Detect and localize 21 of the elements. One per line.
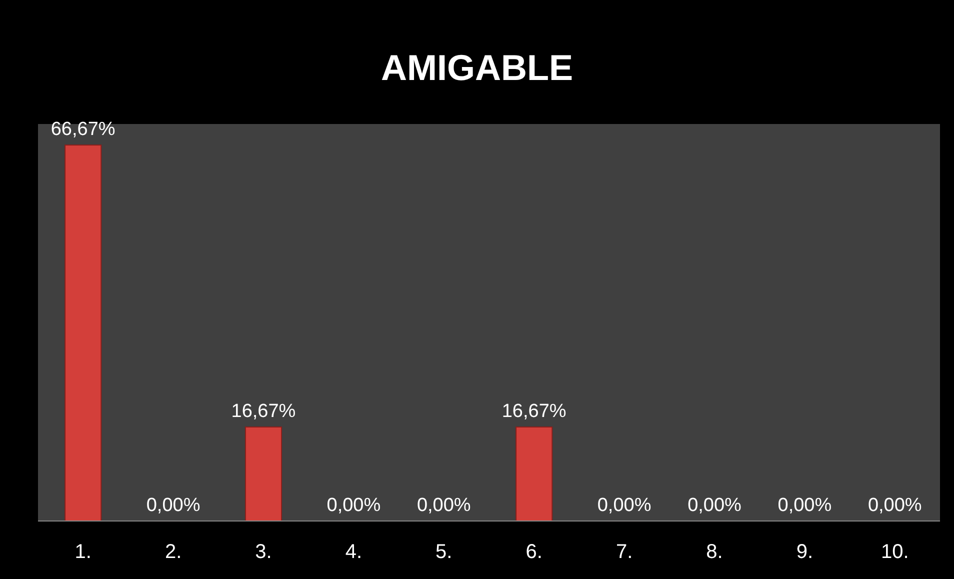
data-label: 0,00% — [326, 495, 381, 516]
data-label: 66,67% — [50, 119, 116, 140]
x-tick-label: 6. — [526, 541, 542, 563]
x-tick-label: 4. — [345, 541, 362, 563]
x-tick-label: 8. — [706, 541, 723, 563]
x-tick-label: 3. — [255, 541, 272, 563]
data-label: 0,00% — [688, 495, 742, 516]
x-tick-label: 5. — [436, 541, 452, 563]
data-label: 0,00% — [416, 495, 471, 516]
x-tick-label: 1. — [74, 541, 92, 563]
x-tick-label: 7. — [616, 541, 633, 563]
x-tick-label: 9. — [796, 541, 814, 563]
data-label: 0,00% — [146, 495, 200, 516]
x-tick-label: 2. — [164, 541, 182, 563]
x-tick-label: 10. — [880, 541, 909, 563]
data-label: 0,00% — [868, 495, 922, 516]
data-label: 0,00% — [778, 495, 832, 516]
chart-title: AMIGABLE — [381, 47, 573, 88]
data-label: 16,67% — [231, 401, 296, 422]
data-label: 16,67% — [502, 401, 566, 422]
data-label: 0,00% — [597, 495, 652, 516]
